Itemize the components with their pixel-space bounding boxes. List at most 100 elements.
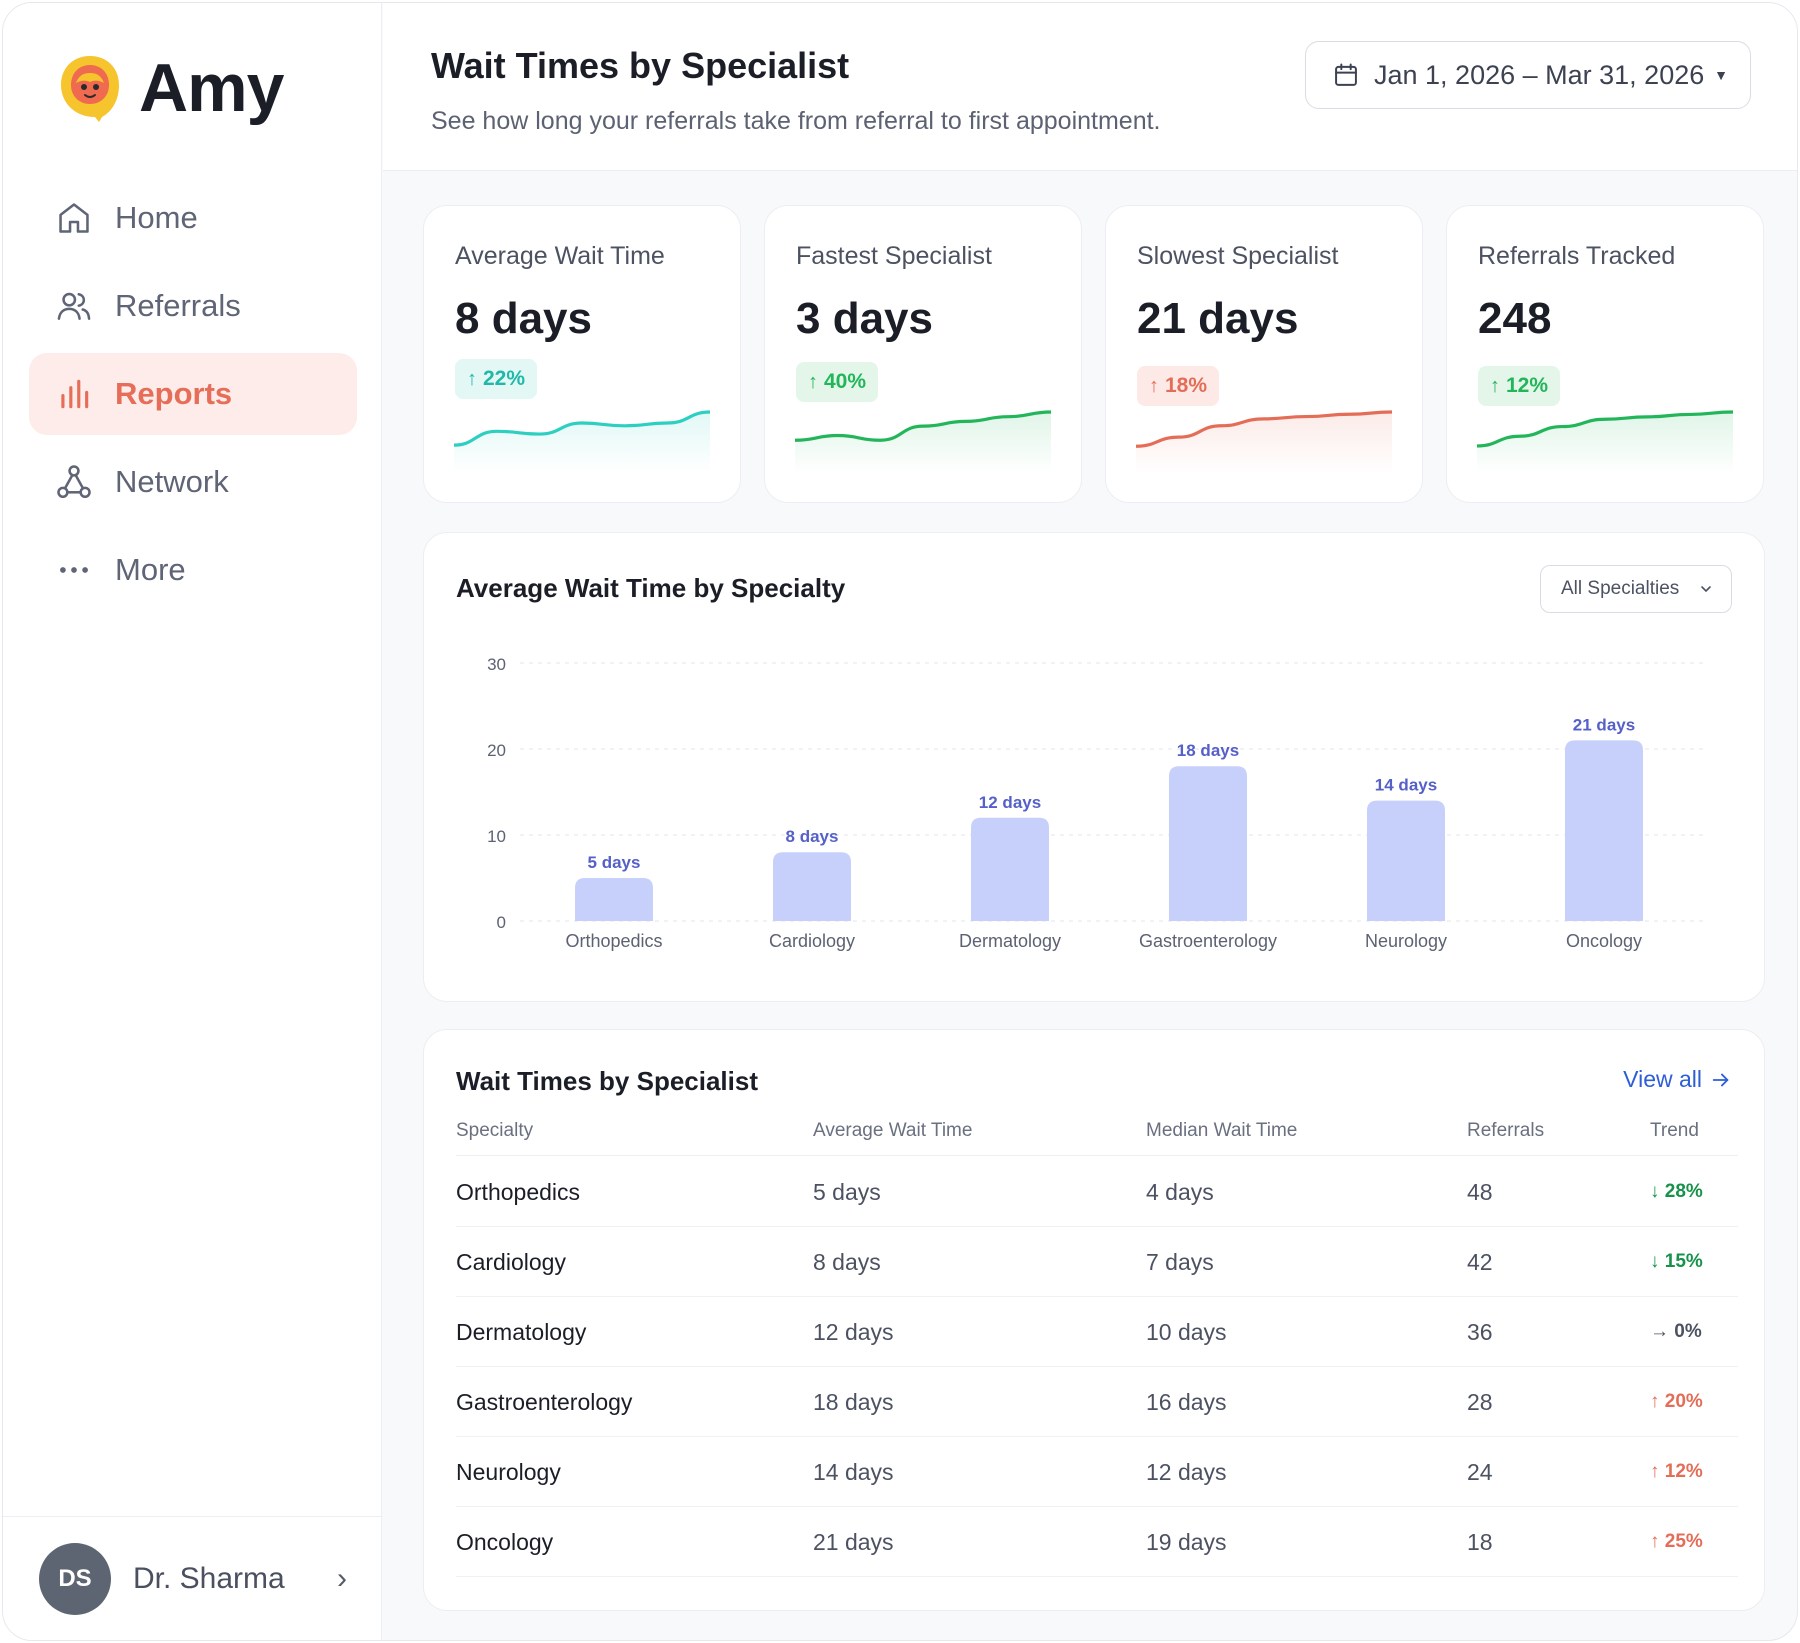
arrow-up-icon: ↑ [467, 367, 477, 390]
cell-median-wait: 7 days [1146, 1249, 1214, 1275]
chevron-right-icon: › [337, 1561, 347, 1595]
kpi-value: 8 days [455, 294, 592, 343]
x-tick-label: Orthopedics [565, 931, 662, 951]
sidebar-item-more[interactable]: More [29, 529, 357, 611]
column-header-median-wait[interactable]: Median Wait Time [1146, 1120, 1298, 1141]
sidebar-item-home[interactable]: Home [29, 177, 357, 259]
kpi-change-badge: ↑ 12% [1478, 366, 1561, 406]
cell-trend: ↓ 15% [1650, 1251, 1703, 1273]
table-title: Wait Times by Specialist [456, 1066, 758, 1096]
calendar-icon [1335, 63, 1357, 86]
brand[interactable]: Amy [55, 50, 284, 126]
table-row[interactable]: Orthopedics 5 days 4 days 48 ↓ 28% [456, 1157, 1738, 1227]
bar-oncology[interactable] [1565, 740, 1643, 921]
bar-chart: 0 10 20 30 5 days Orthopedics 8 days Cardiology… [487, 655, 1706, 951]
trend-value: 25% [1664, 1531, 1703, 1552]
cell-median-wait: 19 days [1146, 1529, 1227, 1555]
sidebar-item-referrals[interactable]: Referrals [29, 265, 357, 347]
cell-median-wait: 10 days [1146, 1319, 1227, 1345]
kpi-card-referrals-tracked: Referrals Tracked 248 ↑ 12% [1446, 205, 1764, 503]
avatar: DS [39, 1542, 111, 1615]
table-row[interactable]: Gastroenterology 18 days 16 days 28 ↑ 20… [456, 1367, 1738, 1437]
view-all-link[interactable]: View all [1623, 1066, 1732, 1093]
kpi-change-badge: ↑ 40% [796, 362, 879, 402]
wait-time-chart-card: Average Wait Time by Specialty All Speci… [423, 532, 1765, 1002]
cell-median-wait: 12 days [1146, 1459, 1227, 1485]
cell-specialty: Gastroenterology [456, 1389, 633, 1415]
date-range-text: Jan 1, 2026 – Mar 31, 2026 [1374, 59, 1705, 90]
sidebar-item-reports[interactable]: Reports [29, 353, 357, 435]
table-row[interactable]: Cardiology 8 days 7 days 42 ↓ 15% [456, 1227, 1738, 1297]
cell-median-wait: 4 days [1146, 1179, 1214, 1205]
users-icon [57, 292, 91, 320]
x-tick-label: Cardiology [769, 931, 855, 951]
bar-chart-icon [61, 379, 89, 409]
table-row[interactable]: Oncology 21 days 19 days 18 ↑ 25% [456, 1507, 1738, 1577]
column-header-average-wait[interactable]: Average Wait Time [813, 1120, 973, 1141]
sparkline [1136, 410, 1392, 474]
y-tick-label: 30 [487, 655, 506, 674]
trend-arrow-icon: ↓ [1650, 1181, 1660, 1202]
cell-average-wait: 21 days [813, 1529, 894, 1555]
user-profile[interactable]: DS Dr. Sharma › [3, 1516, 381, 1640]
arrow-up-icon: ↑ [1149, 374, 1159, 397]
cell-referrals: 24 [1467, 1459, 1493, 1485]
view-all-label: View all [1623, 1066, 1702, 1092]
column-header-referrals[interactable]: Referrals [1467, 1120, 1545, 1141]
page-subtitle: See how long your referrals take from re… [431, 107, 1161, 135]
sparkline-area [454, 412, 710, 474]
cell-referrals: 48 [1467, 1179, 1493, 1205]
kpi-value: 21 days [1137, 294, 1299, 343]
brand-name: Amy [139, 50, 284, 126]
table-row[interactable]: Neurology 14 days 12 days 24 ↑ 12% [456, 1437, 1738, 1507]
bar-orthopedics[interactable] [575, 878, 653, 921]
cell-average-wait: 18 days [813, 1389, 894, 1415]
cell-trend: ↑ 12% [1650, 1461, 1703, 1483]
cell-trend: ↑ 25% [1650, 1531, 1703, 1553]
kpi-label: Referrals Tracked [1478, 242, 1676, 270]
cell-average-wait: 5 days [813, 1179, 881, 1205]
kpi-label: Slowest Specialist [1137, 242, 1339, 270]
kpi-change-value: 18% [1165, 374, 1208, 397]
kpi-card-fastest-specialist: Fastest Specialist 3 days ↑ 40% [764, 205, 1082, 503]
bar-data-label: 8 days [786, 827, 839, 846]
x-tick-label: Neurology [1365, 931, 1447, 951]
bar-data-label: 14 days [1375, 776, 1437, 795]
kpi-change-badge: ↑ 18% [1137, 366, 1220, 406]
kpi-change-value: 40% [824, 370, 867, 393]
bar-gastroenterology[interactable] [1169, 766, 1247, 921]
table-row[interactable]: Dermatology 12 days 10 days 36 → 0% [456, 1297, 1738, 1367]
cell-referrals: 36 [1467, 1319, 1493, 1345]
specialty-filter-select[interactable]: All Specialties [1540, 565, 1732, 613]
kpi-card-slowest-specialist: Slowest Specialist 21 days ↑ 18% [1105, 205, 1423, 503]
sparkline-line [795, 410, 1051, 442]
bar-cardiology[interactable] [773, 852, 851, 921]
sidebar-item-network[interactable]: Network [29, 441, 357, 523]
cell-average-wait: 14 days [813, 1459, 894, 1485]
cell-average-wait: 12 days [813, 1319, 894, 1345]
date-range-picker[interactable]: Jan 1, 2026 – Mar 31, 2026 ▼ [1305, 41, 1751, 109]
cell-referrals: 42 [1467, 1249, 1493, 1275]
cell-specialty: Oncology [456, 1529, 554, 1555]
sidebar: Amy Home Referrals [3, 3, 382, 1640]
sidebar-item-label: Reports [115, 376, 233, 411]
home-icon [59, 203, 89, 233]
trend-value: 28% [1664, 1181, 1703, 1202]
bar-dermatology[interactable] [971, 817, 1049, 921]
column-header-specialty[interactable]: Specialty [456, 1120, 534, 1141]
trend-arrow-icon: ↑ [1650, 1461, 1660, 1482]
sparkline-line [1477, 410, 1733, 448]
kpi-label: Fastest Specialist [796, 242, 992, 270]
sparkline-line [454, 410, 710, 447]
x-tick-label: Gastroenterology [1139, 931, 1277, 951]
y-tick-label: 0 [497, 913, 506, 932]
bar-neurology[interactable] [1367, 800, 1445, 921]
cell-referrals: 18 [1467, 1529, 1493, 1555]
kpi-card-average-wait: Average Wait Time 8 days ↑ 22% [423, 205, 741, 503]
cell-specialty: Dermatology [456, 1319, 587, 1345]
cell-average-wait: 8 days [813, 1249, 881, 1275]
column-header-trend[interactable]: Trend [1650, 1120, 1699, 1141]
arrow-right-icon [1712, 1073, 1729, 1086]
bar-data-label: 21 days [1573, 715, 1635, 734]
bar-data-label: 5 days [588, 853, 641, 872]
